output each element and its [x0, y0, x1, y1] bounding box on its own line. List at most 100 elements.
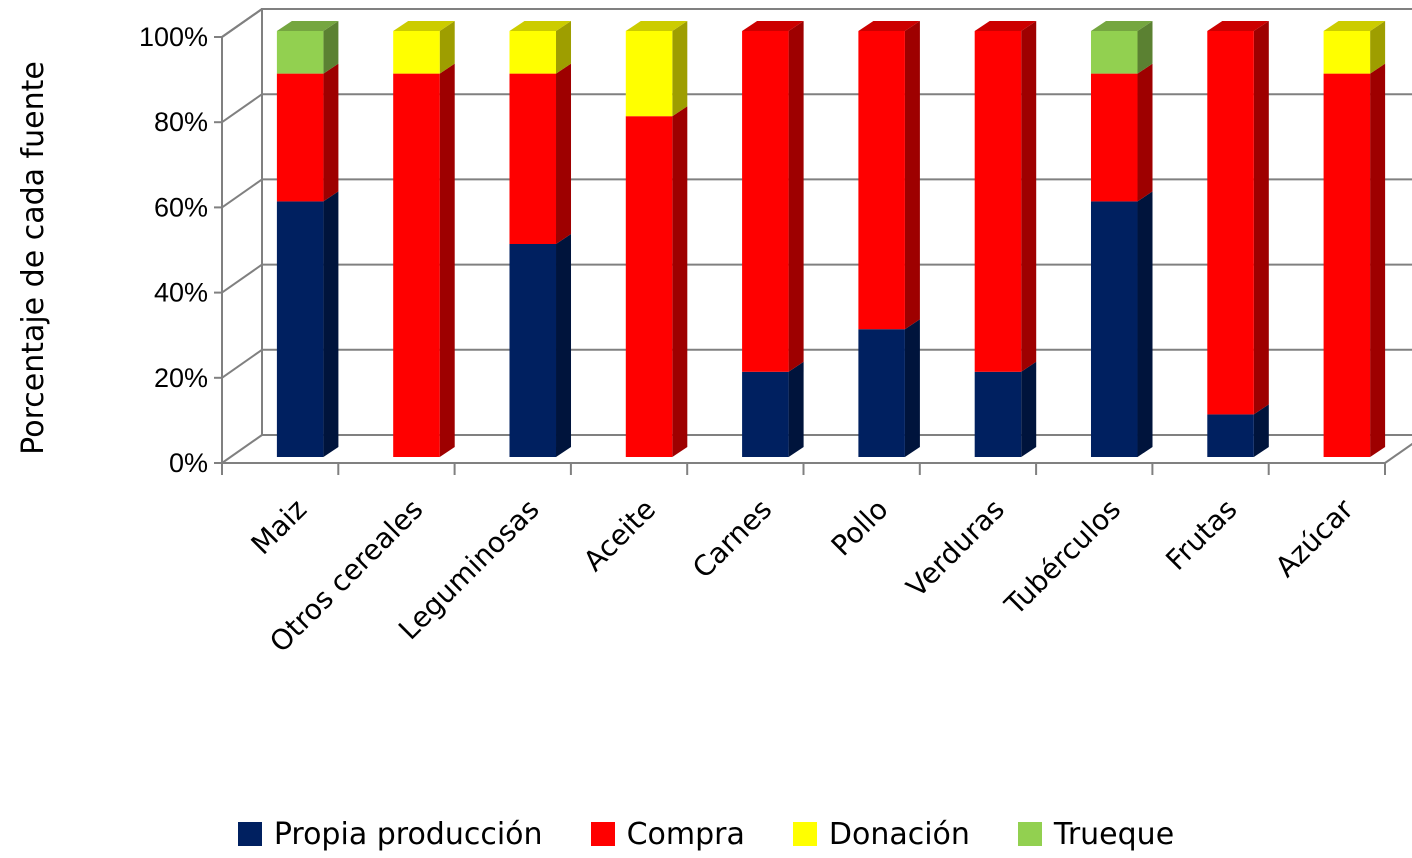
legend-item: Donación	[792, 816, 970, 852]
legend-swatch	[1017, 822, 1042, 846]
bar	[1207, 31, 1254, 415]
bar	[509, 31, 557, 74]
bar-top	[1090, 21, 1153, 31]
x-tick-label: Carnes	[686, 493, 778, 585]
bar-side	[439, 21, 455, 74]
y-tick-label: 60%	[154, 192, 208, 222]
legend-swatch	[590, 822, 615, 846]
bar-side	[439, 63, 455, 457]
bar-side	[1253, 21, 1269, 415]
bar-segment	[742, 361, 804, 457]
gridline-diagonal	[221, 348, 263, 379]
bar-top	[974, 21, 1037, 31]
bar-segment	[974, 21, 1037, 372]
bar-side	[1253, 404, 1269, 457]
bar-top	[276, 21, 339, 31]
bar	[1207, 414, 1254, 457]
x-tick-label: Azúcar	[1269, 492, 1360, 583]
x-tick-label: Tubérculos	[998, 493, 1127, 622]
bar-segment	[858, 319, 920, 457]
bar-side	[672, 21, 688, 117]
bar-top	[1207, 21, 1269, 31]
bar-top	[1323, 21, 1386, 31]
bar-top	[393, 21, 455, 31]
bar-segment	[1090, 63, 1153, 202]
x-tick-label: Pollo	[825, 493, 895, 563]
legend-swatch	[792, 822, 817, 846]
bar	[625, 31, 673, 117]
bar	[276, 201, 324, 457]
legend: Propia producción Compra Donación Trueque	[0, 812, 1412, 856]
legend-item: Compra	[590, 816, 745, 852]
x-tick-label: Frutas	[1159, 493, 1243, 577]
bar	[276, 73, 324, 202]
y-axis-label: Porcentaje de cada fuente	[16, 61, 51, 455]
bar-segment	[625, 21, 688, 117]
legend-label: Donación	[828, 816, 970, 852]
bar-side	[1370, 63, 1386, 457]
gridline-diagonal	[221, 263, 263, 294]
x-tick-label: Maiz	[245, 493, 313, 561]
bar-segment	[393, 63, 455, 457]
bar	[858, 31, 905, 330]
gridline-diagonal	[221, 434, 263, 464]
bar-side	[1137, 191, 1153, 457]
bar-side	[1137, 63, 1153, 202]
floor-edge	[1384, 442, 1412, 464]
bar	[625, 116, 673, 457]
bar	[1323, 73, 1371, 457]
x-tick-label: Verduras	[900, 493, 1011, 604]
bar-segment	[625, 106, 688, 457]
bar-segment	[509, 21, 572, 74]
legend-label: Trueque	[1053, 816, 1175, 852]
bar	[1090, 31, 1138, 74]
gridline-diagonal	[221, 178, 263, 209]
bar-segment	[1090, 191, 1153, 457]
bar-side	[904, 21, 920, 330]
bar	[858, 329, 905, 457]
bar-side	[556, 234, 572, 457]
bar-side	[556, 63, 572, 244]
bar	[276, 31, 324, 74]
gridline-diagonal	[221, 93, 263, 124]
bar	[974, 371, 1022, 457]
legend-label: Compra	[626, 816, 745, 852]
bar-side	[556, 21, 572, 74]
bar	[1090, 201, 1138, 457]
bar-segment	[276, 191, 339, 457]
bar	[393, 73, 440, 457]
bar-segment	[1207, 21, 1269, 415]
bar	[509, 73, 557, 244]
bar	[1323, 31, 1371, 74]
y-tick-label: 0%	[169, 448, 208, 478]
bar-segment	[1090, 21, 1153, 74]
bar-segment	[509, 234, 572, 457]
y-tick-label: 20%	[154, 363, 208, 393]
bar-segment	[858, 21, 920, 330]
bar-side	[323, 21, 339, 74]
bar-segment	[276, 21, 339, 74]
bar-segment	[974, 361, 1037, 457]
bar	[509, 244, 557, 457]
bars	[276, 21, 1386, 457]
y-tick-label: 80%	[154, 107, 208, 137]
bar-segment	[742, 21, 804, 372]
gridline-diagonal	[221, 8, 263, 38]
bar-side	[788, 361, 804, 457]
legend-item: Propia producción	[237, 816, 543, 852]
x-tick-label: Aceite	[577, 493, 662, 578]
legend-label: Propia producción	[273, 816, 543, 852]
bar	[742, 371, 789, 457]
bar	[393, 31, 440, 74]
legend-swatch	[237, 822, 262, 846]
bar-side	[788, 21, 804, 372]
bar-side	[904, 319, 920, 457]
bar-top	[742, 21, 804, 31]
bar-top	[509, 21, 572, 31]
bar-side	[1137, 21, 1153, 74]
bar-segment	[276, 63, 339, 202]
bar-segment	[1323, 21, 1386, 74]
y-ticks: 0% 20% 40% 60% 80% 100%	[139, 22, 222, 478]
